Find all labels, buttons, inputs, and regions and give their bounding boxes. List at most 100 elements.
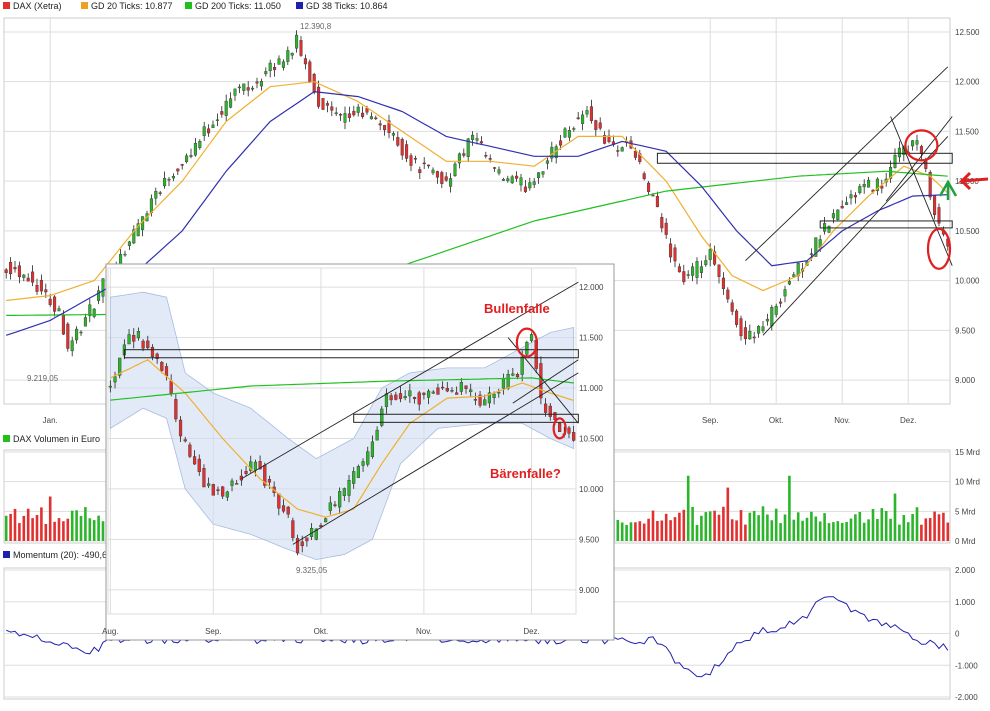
inset-candle [207, 483, 211, 486]
main-candle [185, 155, 189, 162]
momentum-y-tick-label: -2.000 [955, 693, 978, 702]
volume-bar [642, 523, 646, 541]
main-candle [721, 277, 725, 290]
inset-candle [267, 479, 272, 483]
volume-y-tick-label: 10 Mrd [955, 478, 980, 487]
inset-candle [445, 388, 449, 392]
volume-bar [647, 518, 650, 541]
main-candle [97, 290, 101, 301]
volume-bar [66, 518, 70, 541]
main-candle [840, 206, 844, 209]
volume-bar [629, 522, 633, 541]
inset-candle [347, 479, 351, 496]
main-candle [277, 58, 281, 65]
inset-candle [221, 486, 225, 497]
main-candle [295, 34, 299, 49]
main-candle [453, 163, 457, 177]
main-candle [378, 123, 382, 126]
annotations: Bullenfalle Bärenfalle? 12.390,8 9.219,0… [27, 22, 561, 575]
inset-candle [132, 335, 136, 342]
volume-bar [801, 520, 804, 541]
main-candle [849, 194, 853, 199]
main-trend-line [885, 116, 953, 202]
main-candle [158, 192, 162, 194]
main-candle [831, 213, 835, 219]
main-x-tick-label: Sep. [702, 416, 718, 425]
volume-bar [761, 506, 765, 541]
volume-bar [915, 507, 919, 541]
main-candle [83, 317, 87, 327]
volume-bar [792, 519, 796, 541]
main-candle [409, 155, 413, 166]
volume-bar [70, 510, 74, 541]
volume-bar [730, 519, 734, 541]
inset-candle [286, 506, 290, 515]
inset-candle [225, 491, 229, 498]
inset-candle [113, 376, 117, 383]
volume-bar [708, 511, 712, 541]
main-candle [809, 253, 813, 255]
main-candle [726, 289, 730, 300]
main-candle [264, 71, 268, 75]
main-candle [484, 155, 488, 157]
volume-bar [84, 507, 87, 541]
main-candle [845, 202, 849, 205]
main-candle [308, 61, 312, 82]
main-candle [594, 120, 598, 130]
inset-candle [127, 334, 131, 345]
main-candle [387, 120, 391, 133]
volume-bar [97, 515, 100, 541]
main-candle [880, 185, 884, 189]
main-candle [400, 139, 404, 156]
main-trend-line [762, 136, 949, 336]
main-candle [44, 289, 48, 293]
main-candle [132, 229, 136, 244]
inset-candle [314, 528, 318, 540]
main-candle [440, 172, 444, 184]
main-candle [748, 331, 752, 340]
volume-bar [739, 510, 743, 541]
main-candle [924, 160, 928, 169]
main-candle [550, 146, 554, 159]
main-candle [61, 314, 65, 335]
main-candle [255, 81, 259, 84]
volume-bar [884, 511, 888, 541]
inset-marker-circle [515, 327, 538, 358]
main-candle [933, 195, 937, 216]
legend-dax: DAX (Xetra) [13, 1, 62, 11]
main-marker-circle [926, 227, 952, 270]
main-candle [739, 318, 743, 337]
inset-candle [567, 427, 571, 434]
main-candle [246, 87, 250, 91]
main-candle [695, 261, 699, 278]
volume-bar [805, 517, 809, 541]
inset-candle [529, 334, 534, 341]
inset-y-tick-label: 9.500 [579, 535, 600, 544]
volume-bar [101, 521, 105, 541]
inset-x-tick-label: Dez. [523, 627, 539, 636]
main-candle [528, 182, 532, 189]
volume-bar [854, 514, 857, 541]
main-candle [774, 305, 778, 315]
inset-candle [253, 461, 258, 471]
main-candle [919, 146, 923, 154]
volume-bar [876, 518, 879, 541]
main-candle [717, 264, 721, 277]
main-candle [374, 117, 378, 120]
main-candle [633, 150, 637, 158]
inset-candle [328, 502, 332, 511]
main-candle [563, 128, 567, 138]
main-candle [897, 147, 901, 158]
inset-candle [108, 385, 112, 388]
legend-gd200: GD 200 Ticks: 11.050 [195, 1, 281, 11]
volume-bar [845, 521, 848, 541]
inset-candle [450, 390, 454, 392]
main-candle [607, 135, 611, 143]
main-y-tick-label: 12.500 [955, 28, 980, 37]
main-candle [347, 113, 351, 118]
volume-bar [933, 511, 936, 541]
inset-candle [511, 373, 515, 376]
inset-candle [412, 397, 417, 400]
main-candle [237, 86, 241, 89]
volume-bar [616, 519, 620, 541]
